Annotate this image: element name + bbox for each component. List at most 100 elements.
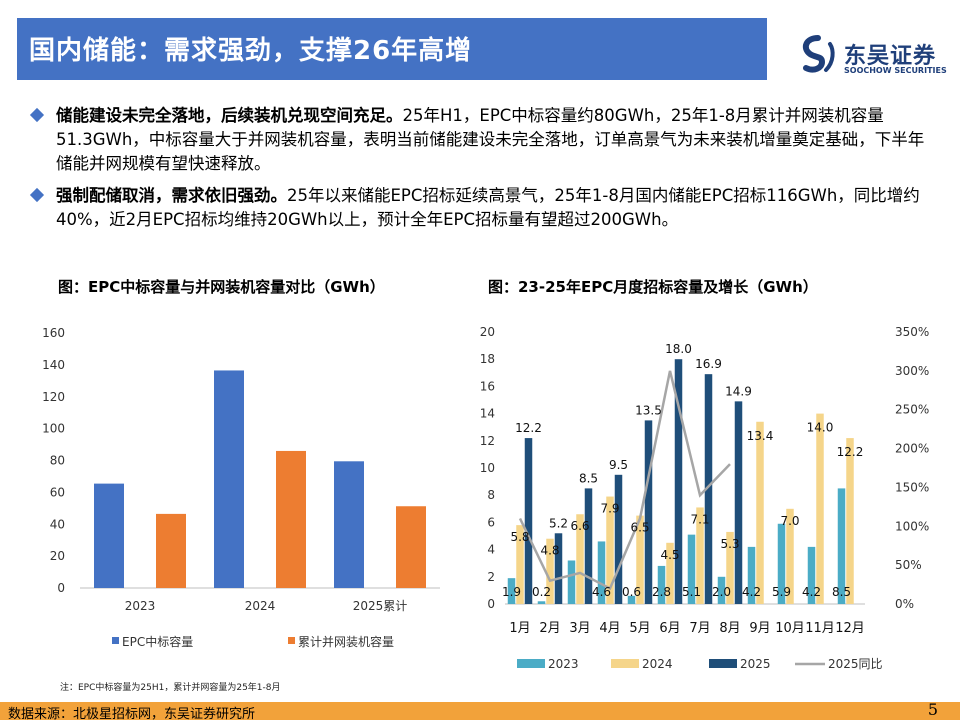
data-label: 13.5 (635, 403, 662, 417)
x-tick-label: 6月 (659, 621, 680, 636)
bullet-list: 储能建设未完全落地，后续装机兑现空间充足。25年H1，EPC中标容量约80GWh… (29, 104, 935, 240)
legend-label: 累计并网装机容量 (298, 634, 394, 649)
x-tick-label: 2025累计 (353, 599, 408, 613)
x-tick-label: 8月 (719, 621, 740, 636)
bar-2024 (756, 421, 764, 604)
legend-swatch (611, 659, 639, 668)
y2-tick-label: 250% (895, 403, 929, 417)
bar-2024 (726, 531, 734, 604)
data-source: 数据来源：北极星招标网，东吴证券研究所 (8, 707, 256, 722)
legend-swatch (288, 637, 295, 644)
data-label: 13.4 (747, 429, 774, 443)
y-tick-label: 80 (50, 454, 65, 468)
data-label: 12.2 (515, 421, 542, 435)
y2-tick-label: 200% (895, 442, 929, 456)
bar-2024 (696, 507, 704, 604)
data-label: 2.0 (712, 585, 731, 599)
y2-tick-label: 350% (895, 325, 929, 339)
x-tick-label: 7月 (689, 621, 710, 636)
logo-name-cn: 东吴证券 (844, 44, 937, 69)
diamond-bullet-icon (29, 187, 45, 203)
bullet-heading: 储能建设未完全落地，后续装机兑现空间充足。 (56, 106, 403, 125)
y-tick-label: 40 (50, 517, 65, 531)
bar-2024 (816, 413, 824, 604)
footnote: 注：EPC中标容量为25H1，累计并网容量为25年1-8月 (60, 683, 281, 693)
bar-2024 (846, 438, 854, 604)
y-tick-label: 12 (480, 434, 495, 448)
bar-2024 (576, 514, 584, 604)
x-tick-label: 4月 (599, 621, 620, 636)
x-tick-label: 2024 (245, 599, 276, 613)
bar-epc (334, 461, 364, 588)
y-tick-label: 8 (487, 488, 495, 502)
data-label: 14.0 (807, 421, 834, 435)
y2-tick-label: 50% (895, 558, 922, 572)
data-label: 6.6 (570, 519, 589, 533)
yoy-line (518, 370, 731, 591)
bar-2024 (546, 538, 554, 604)
data-label: 5.2 (549, 516, 568, 530)
bar-2023 (747, 546, 756, 604)
data-label: 7.9 (600, 502, 619, 516)
title-bar: 国内储能：需求强劲，支撑26年高增 (17, 18, 767, 80)
bar-2024 (636, 515, 644, 604)
data-label: 4.8 (540, 544, 559, 558)
legend-label: 2025 (740, 657, 771, 671)
data-label: 4.5 (660, 548, 679, 562)
bar-2023 (597, 541, 606, 604)
y2-tick-label: 150% (895, 480, 929, 494)
y-tick-label: 4 (487, 543, 495, 557)
data-label: 5.3 (720, 537, 739, 551)
x-tick-label: 9月 (749, 621, 770, 636)
bar-grid (276, 450, 306, 588)
bullet-text: 25年以来储能EPC招标延续高景气，25年1-8月国内储能EPC招标116GWh… (56, 186, 920, 229)
bar-2024 (516, 525, 524, 604)
data-label: 16.9 (695, 357, 722, 371)
data-label: 7.1 (690, 512, 709, 526)
data-label: 6.5 (630, 521, 649, 535)
bar-2025 (524, 438, 533, 604)
bar-2023 (837, 488, 846, 604)
y-tick-label: 100 (42, 422, 65, 436)
y-tick-label: 18 (480, 352, 495, 366)
data-label: 5.8 (510, 530, 529, 544)
bar-2023 (687, 534, 696, 604)
bullet-text: 25年H1，EPC中标容量约80GWh，25年1-8月累计并网装机容量51.3G… (56, 106, 925, 173)
bar-2025 (554, 533, 563, 604)
bar-2025 (644, 420, 653, 604)
monthly-epc-chart: 024681012141618200%50%100%150%200%250%30… (480, 325, 930, 671)
bar-2024 (786, 508, 794, 604)
data-label: 7.0 (780, 514, 799, 528)
page-title: 国内储能：需求强劲，支撑26年高增 (29, 36, 473, 66)
legend-label: EPC中标容量 (122, 634, 193, 649)
data-label: 0.6 (622, 585, 641, 599)
data-label: 2.8 (652, 585, 671, 599)
legend-swatch (112, 637, 119, 644)
bar-2025 (584, 488, 593, 604)
bar-2024 (666, 542, 674, 604)
x-tick-label: 11月 (805, 621, 835, 636)
data-label: 12.2 (837, 445, 864, 459)
y-tick-label: 60 (50, 485, 65, 499)
soochow-logo-icon (802, 35, 835, 73)
data-label: 4.2 (802, 585, 821, 599)
epc-vs-grid-chart: 0 20 40 60 80 100 120 140 160 2023 2024 2025累计 EPC中标… (42, 326, 440, 649)
x-tick-label: 10月 (775, 621, 805, 636)
y-tick-label: 20 (480, 325, 495, 339)
y-tick-label: 0 (57, 581, 65, 595)
y-tick-label: 16 (480, 379, 495, 393)
y-tick-label: 2 (487, 570, 495, 584)
y-tick-label: 10 (480, 461, 495, 475)
bar-2025 (734, 401, 743, 604)
data-label: 4.6 (592, 585, 611, 599)
bar-epc (94, 483, 124, 588)
data-label: 1.9 (502, 585, 521, 599)
x-tick-label: 1月 (509, 621, 530, 636)
bar-2023 (567, 560, 576, 604)
x-tick-label: 12月 (835, 621, 865, 636)
bar-2025 (614, 474, 623, 604)
page-number: 5 (927, 700, 938, 719)
legend-label: 2025同比 (828, 657, 883, 671)
bar-2023 (537, 601, 546, 604)
x-tick-label: 3月 (569, 621, 590, 636)
